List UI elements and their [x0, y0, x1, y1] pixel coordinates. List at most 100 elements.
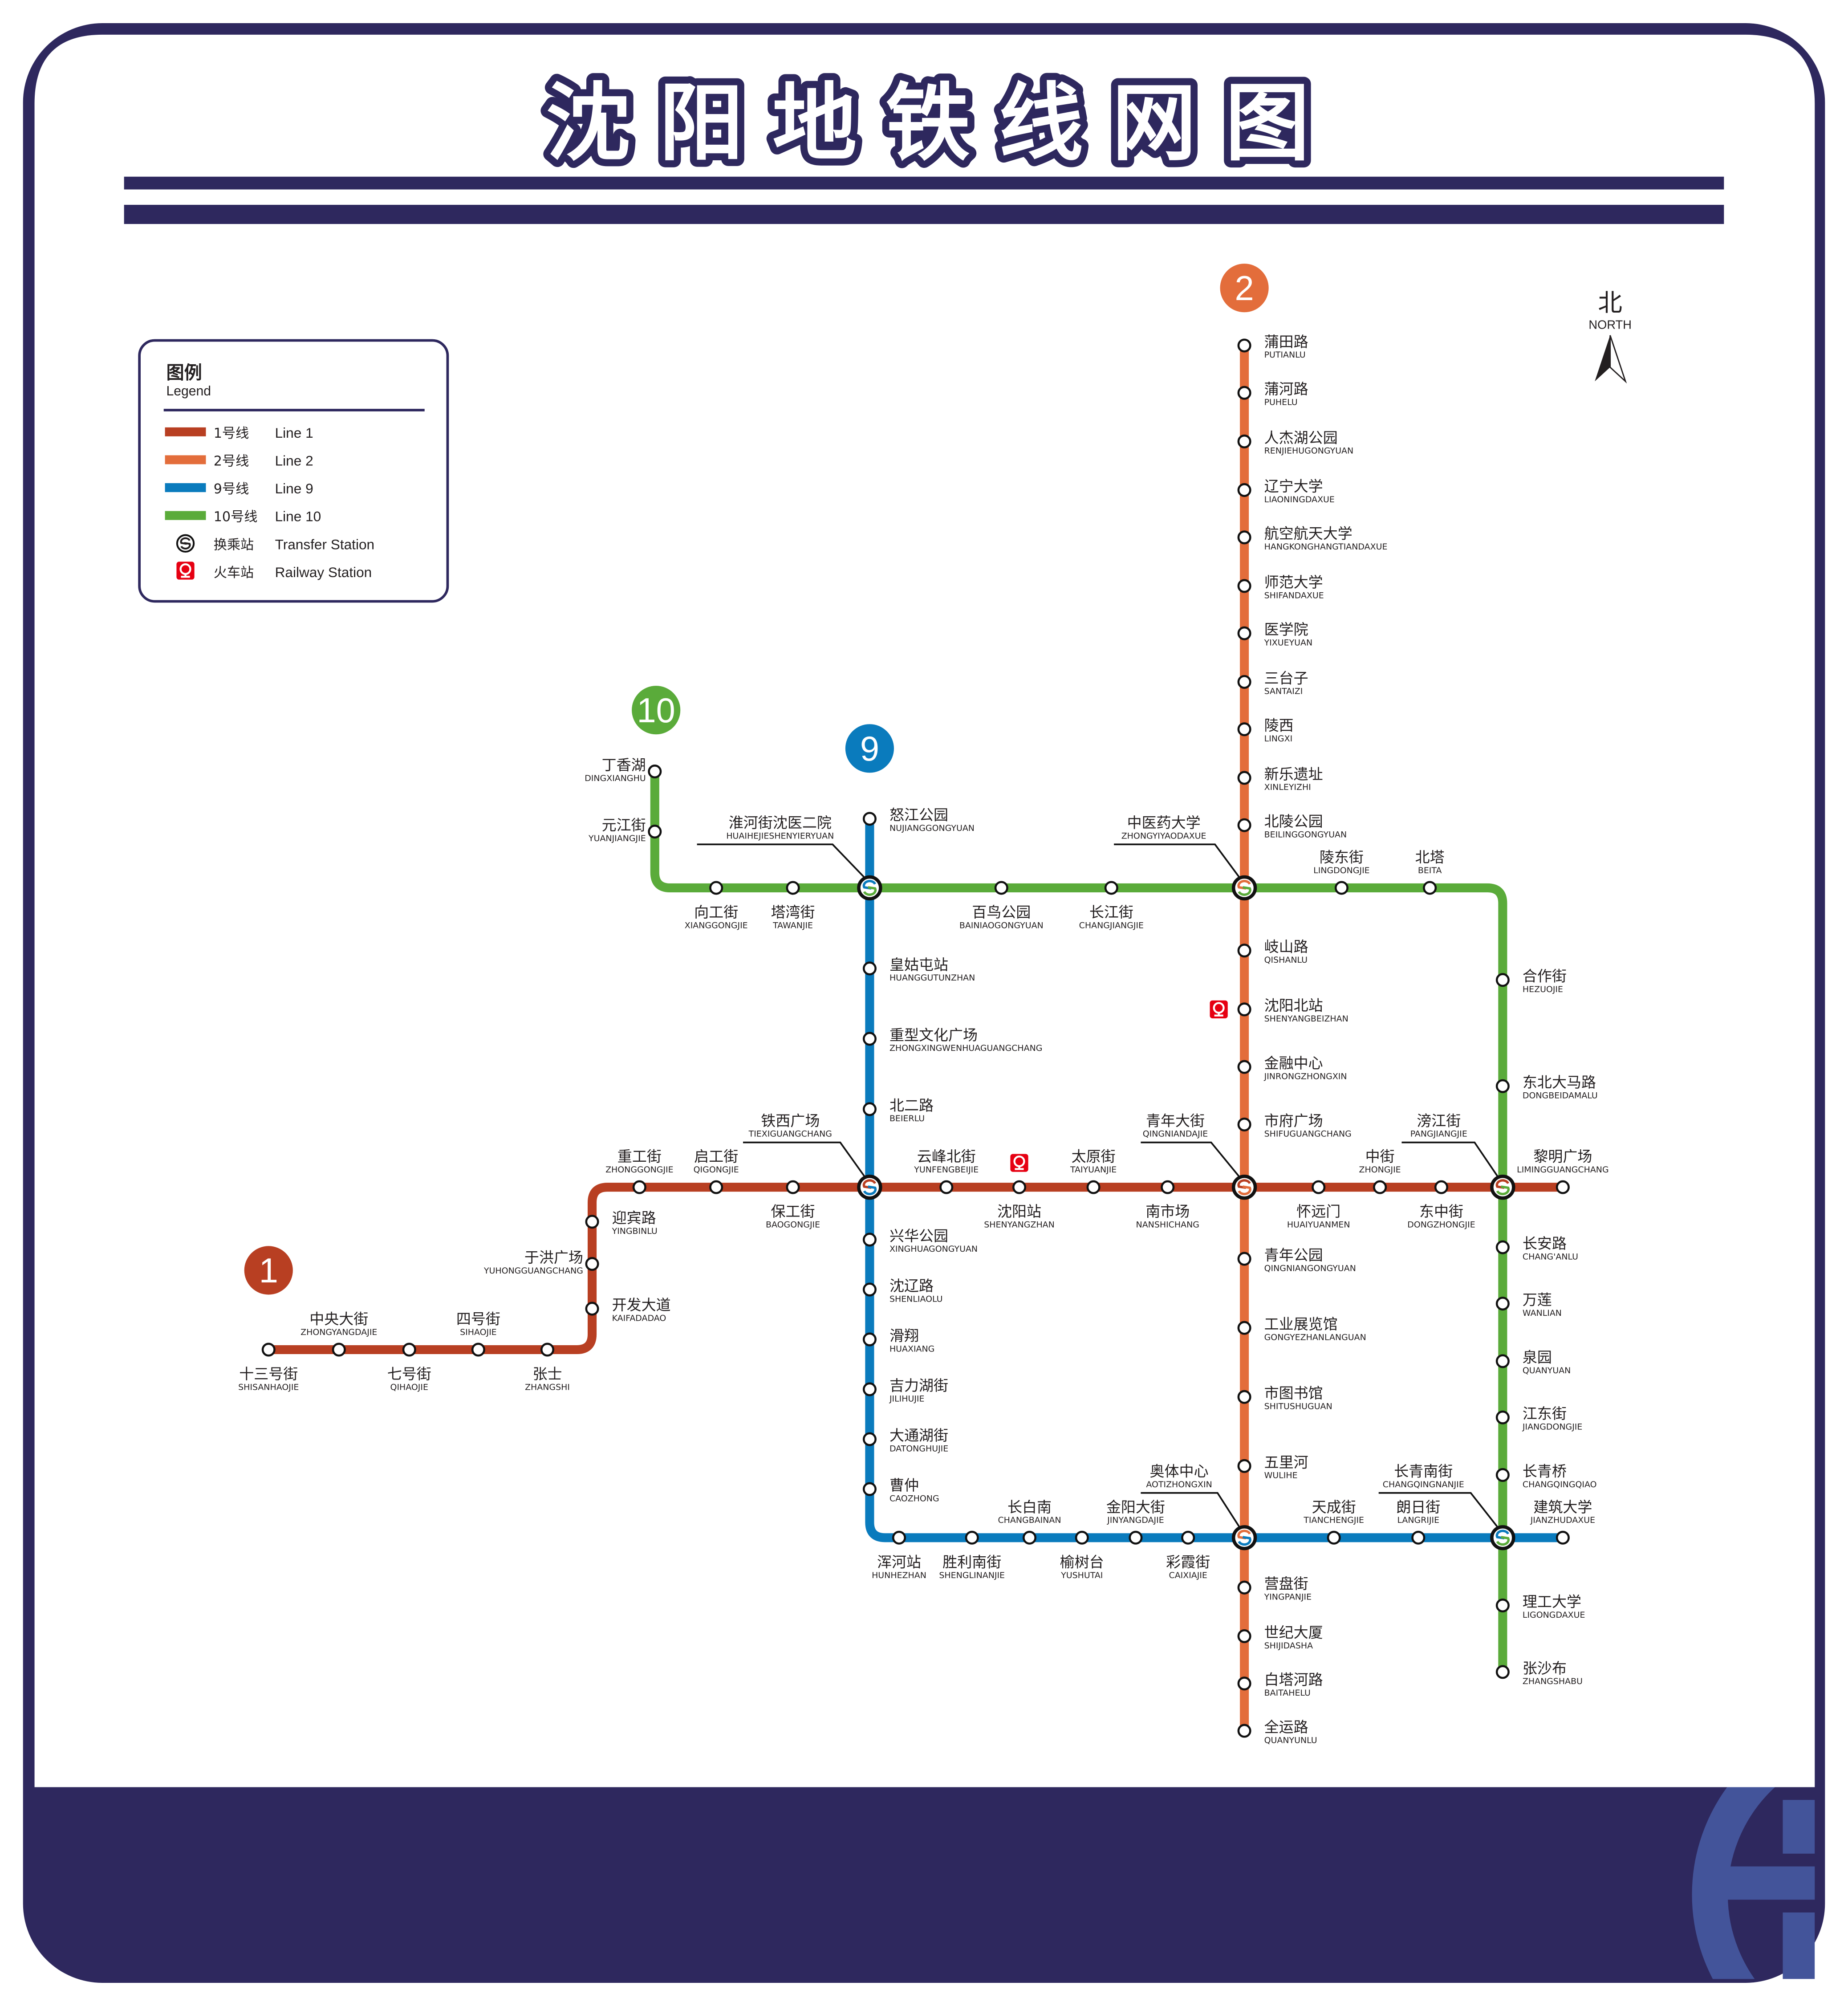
station-dot[interactable]: [1104, 881, 1118, 895]
station-dot[interactable]: [1556, 1180, 1570, 1194]
station-dot[interactable]: [1495, 1599, 1510, 1613]
station-dot[interactable]: [1237, 675, 1251, 689]
station-dot[interactable]: [862, 1382, 877, 1396]
station-dot[interactable]: [1237, 818, 1251, 832]
line-10-badge[interactable]: 10: [632, 686, 681, 735]
station-dot[interactable]: [1237, 1117, 1251, 1131]
station-dot[interactable]: [965, 1530, 979, 1545]
station-dot[interactable]: [1327, 1530, 1341, 1545]
station-dot[interactable]: [1161, 1180, 1175, 1194]
station-dot[interactable]: [1423, 881, 1437, 895]
station-dot[interactable]: [1012, 1180, 1027, 1194]
station-dot[interactable]: [994, 881, 1008, 895]
station-dot[interactable]: [1237, 1321, 1251, 1335]
station-dot[interactable]: [862, 1332, 877, 1347]
station-dot[interactable]: [1556, 1530, 1570, 1545]
station-dot[interactable]: [1237, 579, 1251, 593]
station-dot[interactable]: [1237, 1676, 1251, 1691]
station-dot[interactable]: [1373, 1180, 1387, 1194]
line-9-badge[interactable]: 9: [845, 724, 894, 773]
station-dot[interactable]: [1237, 338, 1251, 353]
station-dot[interactable]: [1237, 626, 1251, 640]
transfer-station-icon[interactable]: [857, 875, 882, 901]
station-dot[interactable]: [1237, 1629, 1251, 1643]
station-dot[interactable]: [892, 1530, 906, 1545]
station-dot[interactable]: [1237, 944, 1251, 958]
station-dot[interactable]: [939, 1180, 954, 1194]
station-dot[interactable]: [862, 1233, 877, 1247]
station-dot[interactable]: [1237, 1390, 1251, 1404]
station-dot[interactable]: [1181, 1530, 1195, 1545]
station-dot[interactable]: [862, 1482, 877, 1496]
station-dot[interactable]: [585, 1215, 599, 1229]
station-dot[interactable]: [862, 1282, 877, 1297]
station-dot[interactable]: [1129, 1530, 1143, 1545]
station-dot[interactable]: [1237, 722, 1251, 736]
transfer-station-icon[interactable]: [857, 1175, 882, 1200]
station-dot[interactable]: [862, 812, 877, 826]
station-dot[interactable]: [1237, 1724, 1251, 1738]
station-dot[interactable]: [585, 1302, 599, 1316]
station-dot[interactable]: [709, 881, 723, 895]
transfer-station-icon[interactable]: [1490, 1175, 1515, 1200]
station-dot[interactable]: [1237, 530, 1251, 545]
line-1-badge[interactable]: 1: [244, 1246, 293, 1295]
transfer-station-icon[interactable]: [176, 534, 195, 553]
station-dot[interactable]: [786, 1180, 800, 1194]
transfer-station-icon[interactable]: [1231, 1175, 1257, 1200]
station-dot[interactable]: [471, 1343, 485, 1357]
station-dot[interactable]: [1022, 1530, 1037, 1545]
station-dot[interactable]: [585, 1257, 599, 1271]
station-dot[interactable]: [1495, 1240, 1510, 1254]
station-dot[interactable]: [1237, 483, 1251, 497]
station-dot[interactable]: [1075, 1530, 1089, 1545]
station-dot[interactable]: [862, 961, 877, 976]
station-dot[interactable]: [862, 1102, 877, 1116]
station-dot[interactable]: [402, 1343, 416, 1357]
station-dot[interactable]: [632, 1180, 646, 1194]
